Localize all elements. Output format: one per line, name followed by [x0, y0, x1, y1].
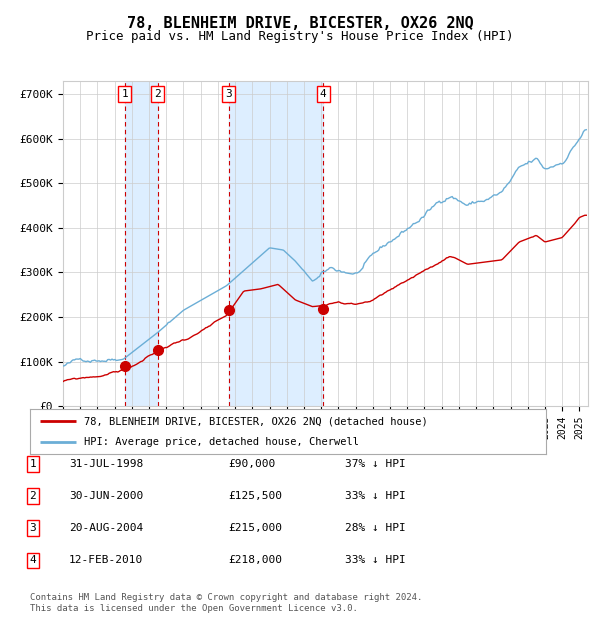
- Text: £218,000: £218,000: [228, 556, 282, 565]
- Text: 20-AUG-2004: 20-AUG-2004: [69, 523, 143, 533]
- Text: £90,000: £90,000: [228, 459, 275, 469]
- Text: 4: 4: [29, 556, 37, 565]
- Text: Contains HM Land Registry data © Crown copyright and database right 2024.
This d: Contains HM Land Registry data © Crown c…: [30, 593, 422, 613]
- Text: 28% ↓ HPI: 28% ↓ HPI: [345, 523, 406, 533]
- Text: Price paid vs. HM Land Registry's House Price Index (HPI): Price paid vs. HM Land Registry's House …: [86, 30, 514, 43]
- Bar: [125, 81, 158, 406]
- Text: 3: 3: [226, 89, 232, 99]
- Text: 12-FEB-2010: 12-FEB-2010: [69, 556, 143, 565]
- Text: 33% ↓ HPI: 33% ↓ HPI: [345, 556, 406, 565]
- Text: 37% ↓ HPI: 37% ↓ HPI: [345, 459, 406, 469]
- Text: 2: 2: [154, 89, 161, 99]
- Text: 33% ↓ HPI: 33% ↓ HPI: [345, 491, 406, 501]
- Text: 2: 2: [29, 491, 37, 501]
- Text: £125,500: £125,500: [228, 491, 282, 501]
- Bar: [229, 81, 323, 406]
- Text: 30-JUN-2000: 30-JUN-2000: [69, 491, 143, 501]
- Text: £215,000: £215,000: [228, 523, 282, 533]
- Text: 1: 1: [29, 459, 37, 469]
- Text: 78, BLENHEIM DRIVE, BICESTER, OX26 2NQ: 78, BLENHEIM DRIVE, BICESTER, OX26 2NQ: [127, 16, 473, 30]
- Text: 3: 3: [29, 523, 37, 533]
- Text: 78, BLENHEIM DRIVE, BICESTER, OX26 2NQ (detached house): 78, BLENHEIM DRIVE, BICESTER, OX26 2NQ (…: [84, 416, 428, 427]
- Text: 1: 1: [121, 89, 128, 99]
- Text: HPI: Average price, detached house, Cherwell: HPI: Average price, detached house, Cher…: [84, 436, 359, 447]
- Text: 31-JUL-1998: 31-JUL-1998: [69, 459, 143, 469]
- Text: 4: 4: [320, 89, 326, 99]
